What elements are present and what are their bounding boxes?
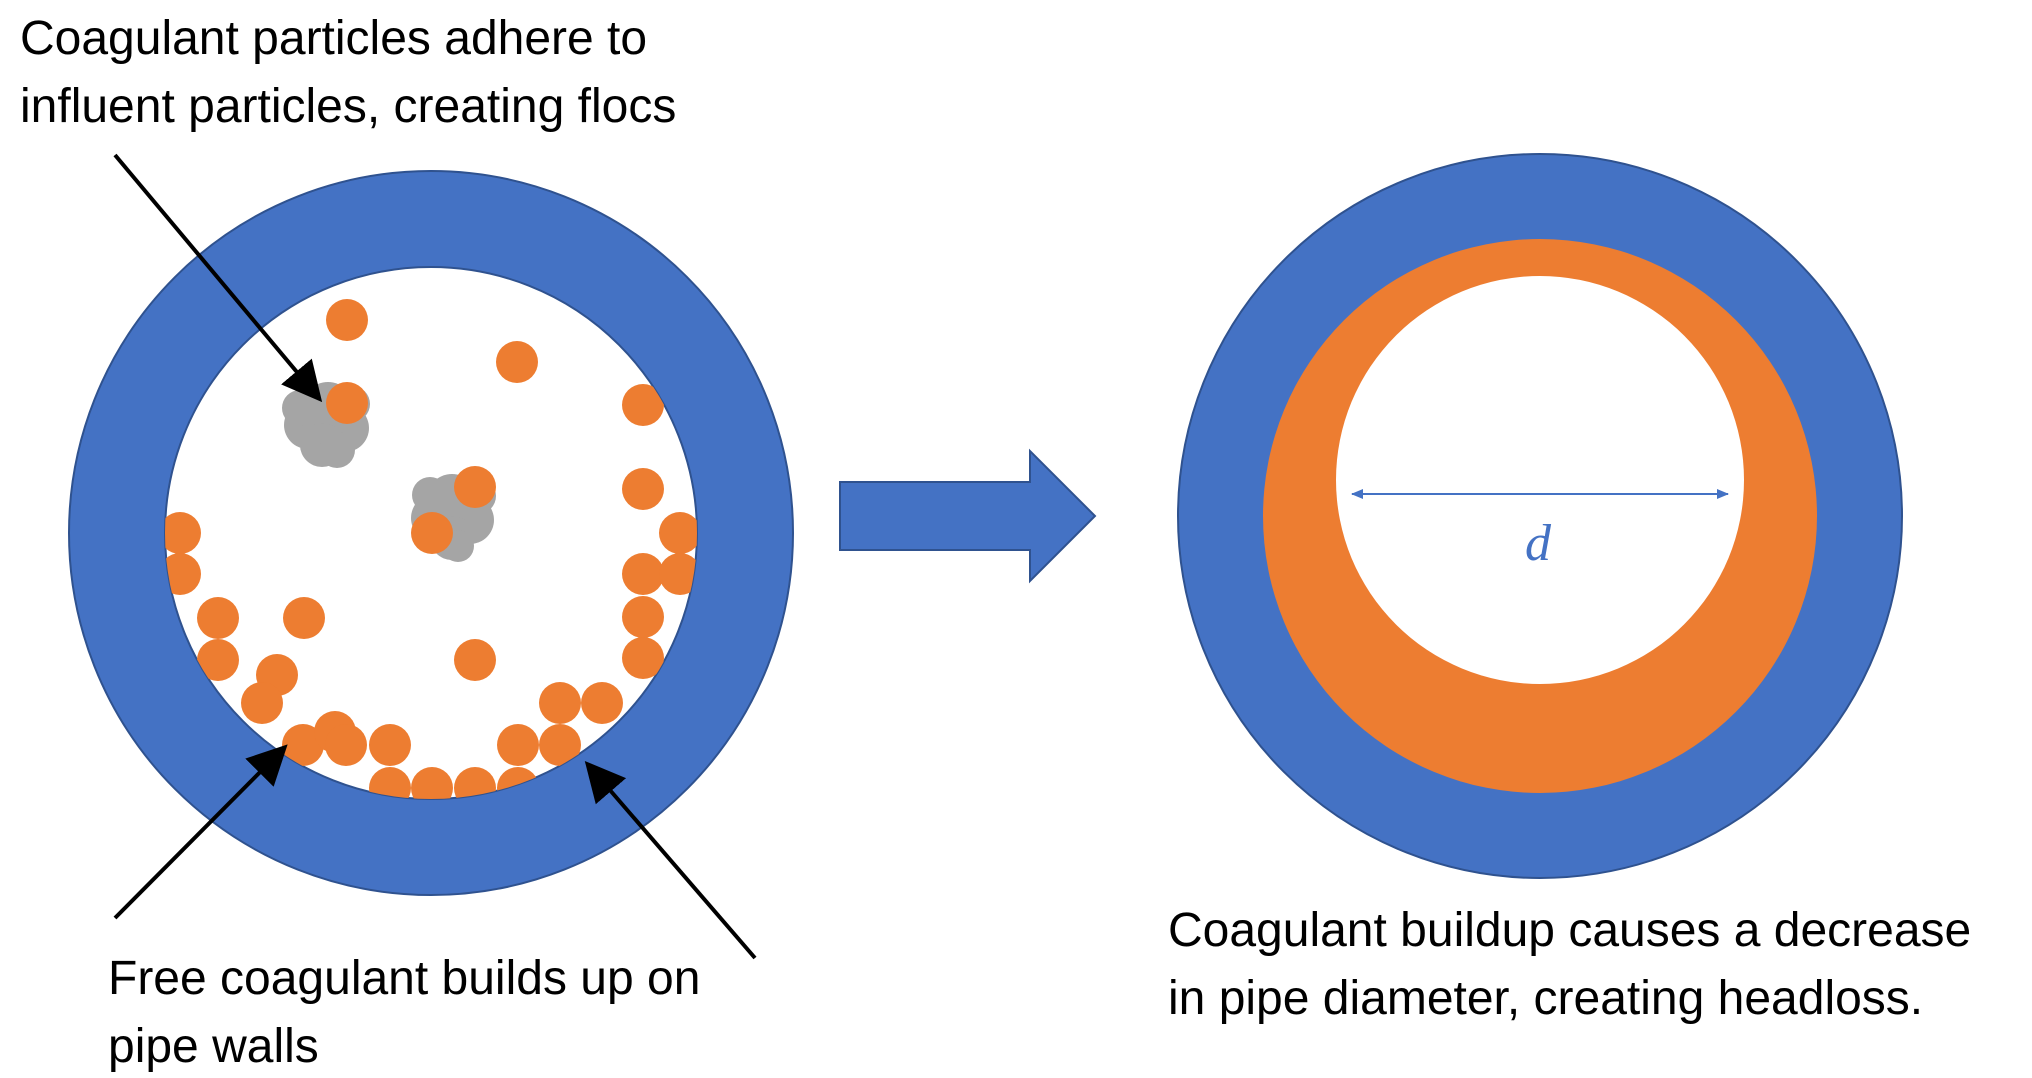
right-pipe-interior (1336, 276, 1744, 684)
pointer-arrow-floc (113, 153, 323, 403)
label-walls-line2: pipe walls (108, 1020, 319, 1073)
label-headloss-line1: Coagulant buildup causes a decrease (1168, 904, 1971, 957)
pointer-arrow-wall-left (113, 744, 288, 920)
right-pipe: d (1177, 153, 1903, 879)
label-walls-line1: Free coagulant builds up on (108, 952, 700, 1005)
transition-arrow (839, 448, 1097, 584)
pointer-arrow-wall-right (584, 760, 757, 960)
label-headloss-line2: in pipe diameter, creating headloss. (1168, 972, 1923, 1025)
left-pipe-contents (165, 299, 697, 799)
diameter-label: d (1525, 515, 1552, 572)
label-flocs-line2: influent particles, creating flocs (20, 80, 676, 133)
coagulant-particles (165, 299, 697, 799)
left-pipe (68, 170, 794, 896)
label-flocs-line1: Coagulant particles adhere to (20, 12, 647, 65)
